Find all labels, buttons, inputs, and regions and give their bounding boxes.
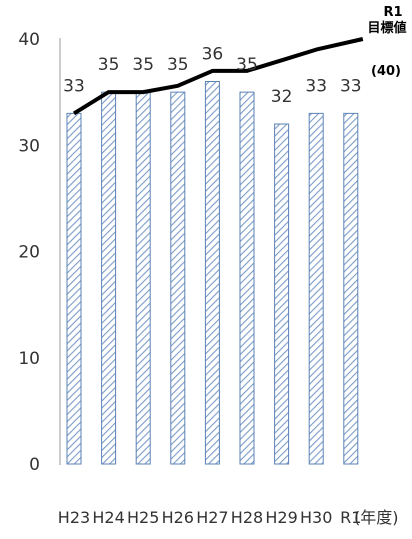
data-label: 33 [305,76,327,96]
data-label: 35 [167,55,189,75]
bar [239,91,255,465]
data-labels: 33 35 35 35 36 35 32 33 33 [63,45,361,108]
data-label: 33 [63,76,85,96]
x-tick-label: H26 [162,508,194,527]
x-tick-label: H25 [127,508,159,527]
bars [66,81,359,465]
x-tick-label: H27 [196,508,228,527]
bar [66,112,82,465]
bar [135,91,151,465]
y-tick-label: 0 [29,455,40,475]
target-label-title: 目標値 [367,20,406,36]
data-label: 35 [98,55,120,75]
y-tick-label: 30 [18,136,40,156]
x-unit-label: (年度) [354,508,399,527]
data-label: 35 [132,55,154,75]
bar [274,123,290,465]
bar [204,81,220,465]
target-label-value: (40) [371,64,401,79]
y-tick-label: 10 [18,349,40,369]
x-tick-label: H24 [92,508,124,527]
x-tick-labels: H23 H24 H25 H26 H27 H28 H29 H30 R1 [58,508,362,527]
x-tick-label: H28 [231,508,263,527]
x-tick-label: H29 [265,508,297,527]
x-tick-label: R1 [340,508,361,527]
data-label: 33 [340,76,362,96]
bar [101,91,117,465]
target-trend-line [72,37,364,116]
y-tick-labels: 0 10 20 30 40 [18,30,40,475]
data-label: 32 [271,87,293,107]
x-tick-label: H23 [58,508,90,527]
data-label: 36 [202,45,224,65]
x-tick-label: H30 [300,508,332,527]
y-tick-label: 20 [18,243,40,263]
y-tick-label: 40 [18,30,40,50]
data-label: 35 [236,55,258,75]
target-label-r1: R1 [383,5,402,20]
bar [343,112,359,465]
bar [170,91,186,465]
bar [308,112,324,465]
